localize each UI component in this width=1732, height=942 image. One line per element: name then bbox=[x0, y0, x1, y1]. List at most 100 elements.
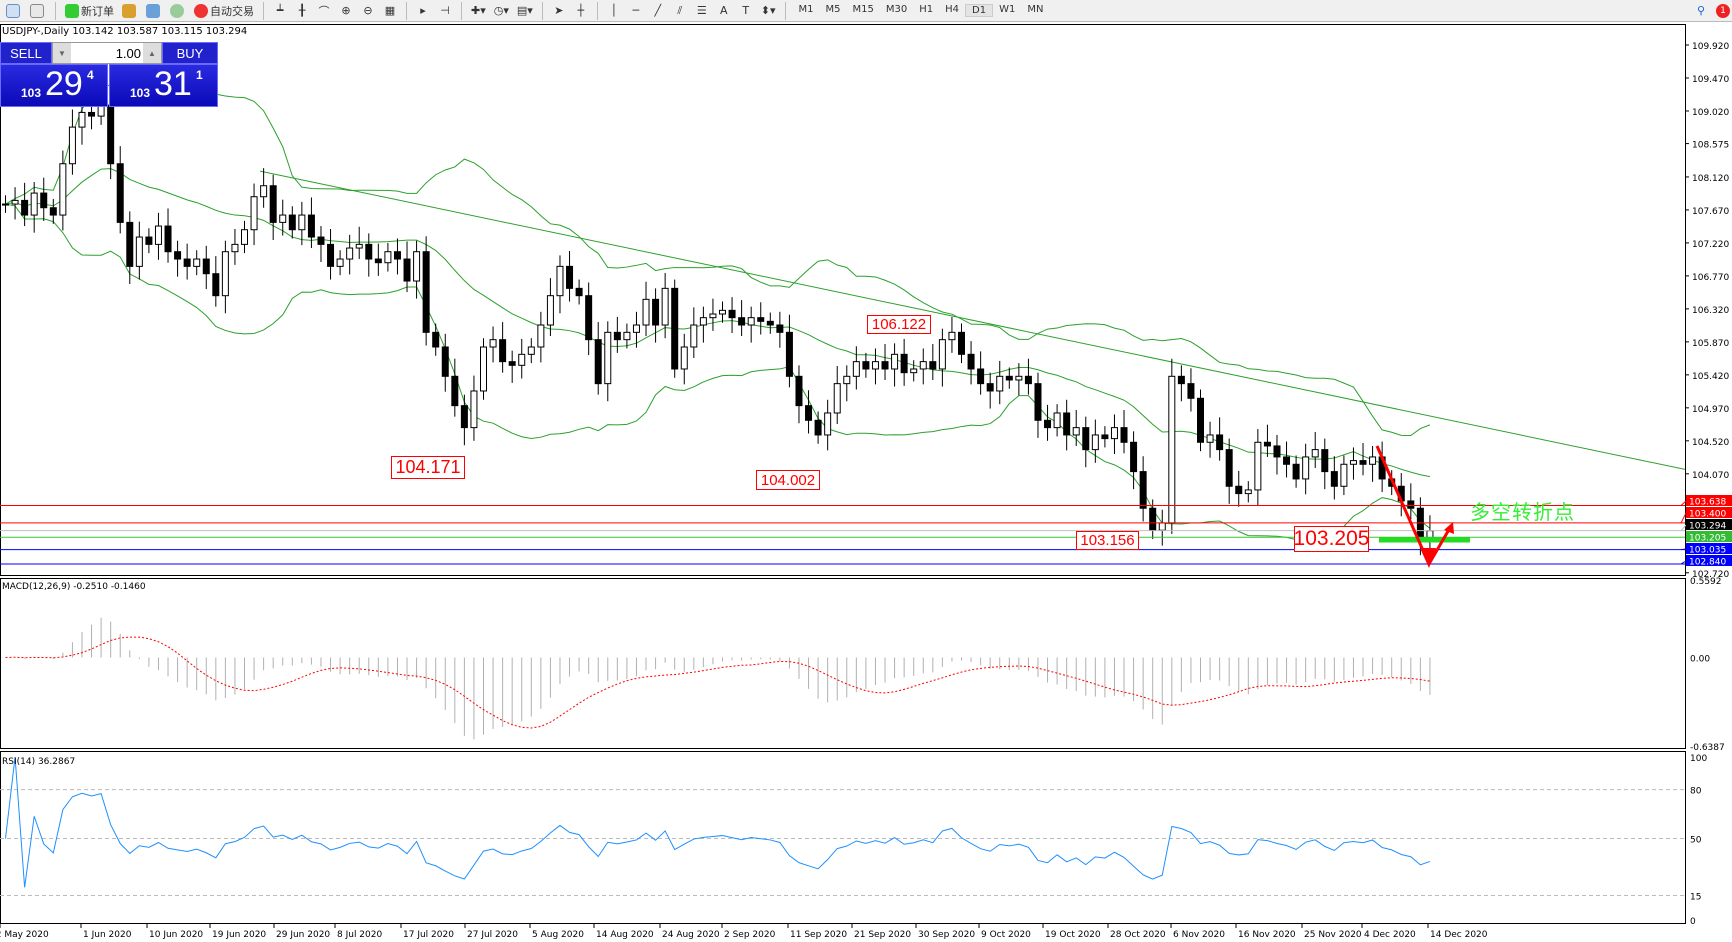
arrows-icon[interactable]: ⬍▾ bbox=[760, 4, 776, 17]
new-order-icon bbox=[65, 3, 79, 18]
candle-body bbox=[948, 331, 956, 341]
candle-body bbox=[919, 361, 927, 370]
candle-body bbox=[709, 313, 717, 319]
candle-body bbox=[403, 258, 411, 282]
candle-body bbox=[1283, 456, 1291, 465]
candle-body bbox=[126, 221, 134, 267]
candle-body bbox=[766, 320, 774, 326]
candle-body bbox=[1244, 489, 1252, 495]
candle-body bbox=[508, 361, 516, 366]
trendline-icon[interactable]: ╱ bbox=[654, 4, 662, 17]
channel-icon[interactable]: ⫽ bbox=[677, 3, 683, 17]
candle-body bbox=[1263, 441, 1271, 447]
text-label-icon[interactable]: T bbox=[742, 4, 750, 17]
candle-body bbox=[1321, 449, 1329, 473]
text-icon[interactable]: A bbox=[720, 4, 728, 17]
annotation-support[interactable]: 103.205 bbox=[1293, 526, 1370, 552]
annotation-high[interactable]: 106.122 bbox=[867, 315, 931, 334]
candle-body bbox=[2, 203, 9, 206]
candle-body bbox=[1407, 500, 1415, 509]
period-mn[interactable]: MN bbox=[1027, 4, 1044, 15]
sell-button[interactable]: SELL bbox=[0, 42, 52, 64]
y-tick-label: 107.220 bbox=[1692, 240, 1729, 250]
horizontal-line-icon[interactable]: ─ bbox=[632, 4, 640, 17]
x-tick-label: 16 Nov 2020 bbox=[1238, 930, 1296, 940]
buy-price[interactable]: 103 31 1 bbox=[109, 64, 218, 107]
candle-body bbox=[1177, 375, 1185, 385]
annotation-low-1[interactable]: 104.171 bbox=[391, 456, 465, 479]
signal-icon[interactable] bbox=[168, 2, 188, 20]
period-m15[interactable]: M15 bbox=[852, 4, 874, 15]
y-tick-label: 106.770 bbox=[1692, 273, 1729, 283]
notifications-icon[interactable]: 1 bbox=[1714, 2, 1732, 20]
period-h4[interactable]: H4 bbox=[945, 4, 960, 15]
fibonacci-icon[interactable]: ☰ bbox=[696, 4, 707, 17]
candle-body bbox=[135, 236, 143, 267]
candle-body bbox=[202, 258, 210, 275]
autoscroll-icon[interactable]: ▸ bbox=[420, 4, 426, 17]
annotation-low-3[interactable]: 103.156 bbox=[1076, 531, 1139, 550]
new-order-button[interactable]: 新订单 bbox=[63, 2, 116, 20]
price-tag bbox=[1686, 495, 1732, 506]
main-panel-border bbox=[0, 24, 1686, 576]
x-tick-label: 19 Jun 2020 bbox=[212, 930, 266, 940]
cursor-icon[interactable]: ➤ bbox=[554, 4, 564, 17]
tile-windows-icon[interactable]: ▦ bbox=[384, 4, 396, 17]
rsi-tick-label: 15 bbox=[1690, 893, 1701, 903]
market-watch-icon[interactable] bbox=[120, 2, 140, 20]
candle-body bbox=[977, 368, 985, 385]
candle-body bbox=[747, 317, 755, 326]
lot-increase-button[interactable]: ▲ bbox=[143, 43, 161, 63]
chart-canvas[interactable]: 109.920 109.470 109.020 108.575 108.120 107.6… bbox=[0, 24, 1732, 942]
period-d1[interactable]: D1 bbox=[965, 4, 994, 17]
lot-input[interactable] bbox=[71, 45, 143, 61]
price-tag-connector bbox=[1680, 512, 1687, 524]
candle-body bbox=[556, 265, 564, 297]
x-tick-label: 5 Aug 2020 bbox=[532, 930, 584, 940]
buy-button[interactable]: BUY bbox=[162, 42, 218, 64]
y-tick-label: 109.920 bbox=[1692, 42, 1729, 52]
period-m1[interactable]: M1 bbox=[798, 4, 814, 15]
annotation-low-2[interactable]: 104.002 bbox=[756, 470, 820, 490]
search-icon[interactable]: ⚲ bbox=[1696, 4, 1706, 17]
price-tag bbox=[1686, 507, 1732, 518]
toolbar: 新订单 自动交易 ┷ ╂ ⌒ ⊕ ⊖ ▦ ▸ ⊣ ✚▾ ◷▾ ▤▾ ➤ ┼ │ … bbox=[0, 0, 1732, 22]
candle-body bbox=[1130, 441, 1138, 473]
file-icon[interactable] bbox=[4, 2, 24, 20]
sell-price[interactable]: 103 29 4 bbox=[0, 64, 108, 107]
candle-body bbox=[604, 331, 612, 385]
candle-body bbox=[824, 412, 832, 436]
periods-icon[interactable]: ◷▾ bbox=[493, 4, 509, 17]
candle-body bbox=[938, 339, 946, 370]
candle-body bbox=[21, 199, 29, 216]
candle-chart-icon[interactable]: ╂ bbox=[298, 4, 306, 17]
line-chart-icon[interactable]: ⌒ bbox=[318, 4, 330, 18]
period-m30[interactable]: M30 bbox=[885, 4, 908, 15]
candle-body bbox=[585, 295, 593, 341]
period-m5[interactable]: M5 bbox=[825, 4, 841, 15]
lot-decrease-button[interactable]: ▼ bbox=[53, 43, 71, 63]
candle-body bbox=[1120, 427, 1128, 443]
crosshair-icon[interactable]: ┼ bbox=[577, 4, 585, 17]
indicators-icon[interactable]: ✚▾ bbox=[471, 4, 486, 17]
period-w1[interactable]: W1 bbox=[999, 4, 1016, 15]
auto-trading-button[interactable]: 自动交易 bbox=[192, 2, 256, 20]
candle-body bbox=[1053, 412, 1061, 429]
zoom-out-icon[interactable]: ⊖ bbox=[363, 4, 373, 17]
candle-body bbox=[900, 353, 908, 374]
y-tick-label: 102.720 bbox=[1692, 570, 1729, 580]
price-tag-label: 103.294 bbox=[1689, 522, 1726, 532]
vertical-line-icon[interactable]: │ bbox=[610, 4, 618, 17]
period-h1[interactable]: H1 bbox=[919, 4, 934, 15]
zoom-in-icon[interactable]: ⊕ bbox=[341, 4, 351, 17]
chart-shift-icon[interactable]: ⊣ bbox=[440, 4, 450, 17]
navigator-icon[interactable] bbox=[144, 2, 164, 20]
price-tag-label: 103.035 bbox=[1689, 546, 1726, 556]
y-tick-label: 106.320 bbox=[1692, 306, 1729, 316]
bar-chart-icon[interactable]: ┷ bbox=[276, 4, 284, 17]
candle-body bbox=[699, 317, 707, 326]
templates-icon[interactable]: ▤▾ bbox=[516, 4, 533, 17]
candle-body bbox=[795, 375, 803, 407]
rsi-line bbox=[5, 756, 1431, 888]
history-icon[interactable] bbox=[28, 2, 48, 20]
